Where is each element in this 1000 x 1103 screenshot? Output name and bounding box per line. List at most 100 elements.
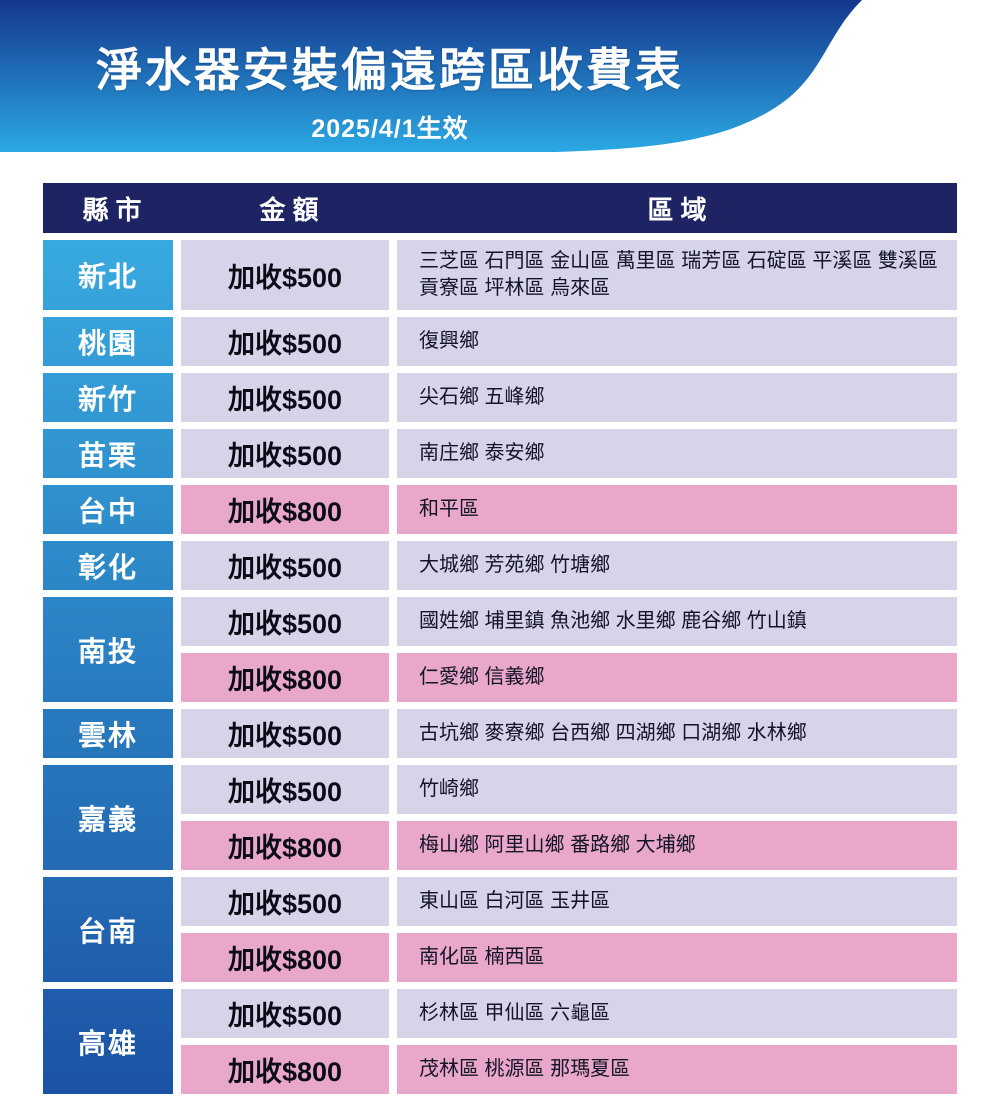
county-entries: 加收$500 尖石鄉 五峰鄉	[181, 373, 957, 422]
county-cell: 新竹	[43, 373, 173, 422]
county-cell: 南投	[43, 597, 173, 702]
county-entries: 加收$800 和平區	[181, 485, 957, 534]
county-cell: 台南	[43, 877, 173, 982]
county-entries: 加收$500 杉林區 甲仙區 六龜區 加收$800 茂林區 桃源區 那瑪夏區	[181, 989, 957, 1094]
fee-entry-row: 加收$500 國姓鄉 埔里鎮 魚池鄉 水里鄉 鹿谷鄉 竹山鎮	[181, 597, 957, 646]
county-entries: 加收$500 東山區 白河區 玉井區 加收$800 南化區 楠西區	[181, 877, 957, 982]
effective-date: 2025/4/1生效	[311, 115, 469, 143]
county-entries: 加收$500 竹崎鄉 加收$800 梅山鄉 阿里山鄉 番路鄉 大埔鄉	[181, 765, 957, 870]
amount-cell: 加收$800	[181, 821, 389, 870]
county-label: 台中	[77, 495, 138, 527]
amount-cell: 加收$500	[181, 765, 389, 814]
region-cell: 復興鄉	[397, 317, 957, 366]
fee-entry-row: 加收$800 南化區 楠西區	[181, 933, 957, 982]
county-label: 新北	[77, 261, 138, 292]
table-row: 南投 加收$500 國姓鄉 埔里鎮 魚池鄉 水里鄉 鹿谷鄉 竹山鎮 加收$800 仁愛…	[43, 597, 957, 702]
fee-entry-row: 加收$500 南庄鄉 泰安鄉	[181, 429, 957, 478]
amount-cell: 加收$500	[181, 877, 389, 926]
region-cell: 南化區 楠西區	[397, 933, 957, 982]
county-label: 南投	[77, 635, 138, 667]
fee-table: 縣市 金額 區域 新北 加收$500 三芝區 石門區 金山區 萬里區 瑞芳區 石碇…	[43, 183, 957, 1094]
column-header-county: 縣市	[82, 194, 149, 225]
fee-entry-row: 加收$500 尖石鄉 五峰鄉	[181, 373, 957, 422]
fee-entry-row: 加收$500 三芝區 石門區 金山區 萬里區 瑞芳區 石碇區 平溪區 雙溪區 貢寮…	[181, 240, 957, 310]
table-row: 高雄 加收$500 杉林區 甲仙區 六龜區 加收$800 茂林區 桃源區 那瑪夏區	[43, 989, 957, 1094]
fee-entry-row: 加收$800 仁愛鄉 信義鄉	[181, 653, 957, 702]
table-row: 新竹 加收$500 尖石鄉 五峰鄉	[43, 373, 957, 422]
region-cell: 杉林區 甲仙區 六龜區	[397, 989, 957, 1038]
amount-cell: 加收$800	[181, 933, 389, 982]
table-row: 彰化 加收$500 大城鄉 芳苑鄉 竹塘鄉	[43, 541, 957, 590]
table-row: 嘉義 加收$500 竹崎鄉 加收$800 梅山鄉 阿里山鄉 番路鄉 大埔鄉	[43, 765, 957, 870]
table-row: 新北 加收$500 三芝區 石門區 金山區 萬里區 瑞芳區 石碇區 平溪區 雙溪區…	[43, 240, 957, 310]
table-body: 新北 加收$500 三芝區 石門區 金山區 萬里區 瑞芳區 石碇區 平溪區 雙溪區…	[43, 240, 957, 1094]
fee-entry-row: 加收$500 杉林區 甲仙區 六龜區	[181, 989, 957, 1038]
fee-entry-row: 加收$500 竹崎鄉	[181, 765, 957, 814]
county-cell: 台中	[43, 485, 173, 534]
county-entries: 加收$500 南庄鄉 泰安鄉	[181, 429, 957, 478]
region-cell: 大城鄉 芳苑鄉 竹塘鄉	[397, 541, 957, 590]
fee-entry-row: 加收$800 茂林區 桃源區 那瑪夏區	[181, 1045, 957, 1094]
fee-entry-row: 加收$500 東山區 白河區 玉井區	[181, 877, 957, 926]
page-header: 淨水器安裝偏遠跨區收費表 2025/4/1生效	[0, 0, 1000, 155]
county-cell: 苗栗	[43, 429, 173, 478]
county-label: 嘉義	[77, 803, 138, 835]
region-cell: 梅山鄉 阿里山鄉 番路鄉 大埔鄉	[397, 821, 957, 870]
column-header-region: 區域	[647, 194, 714, 225]
fee-entry-row: 加收$500 復興鄉	[181, 317, 957, 366]
county-entries: 加收$500 大城鄉 芳苑鄉 竹塘鄉	[181, 541, 957, 590]
page-title: 淨水器安裝偏遠跨區收費表	[96, 44, 684, 96]
region-cell: 國姓鄉 埔里鎮 魚池鄉 水里鄉 鹿谷鄉 竹山鎮	[397, 597, 957, 646]
table-row: 台南 加收$500 東山區 白河區 玉井區 加收$800 南化區 楠西區	[43, 877, 957, 982]
fee-entry-row: 加收$800 和平區	[181, 485, 957, 534]
table-header-row: 縣市 金額 區域	[43, 183, 957, 233]
fee-entry-row: 加收$500 古坑鄉 麥寮鄉 台西鄉 四湖鄉 口湖鄉 水林鄉	[181, 709, 957, 758]
amount-cell: 加收$500	[181, 597, 389, 646]
header-wave-background	[0, 0, 862, 152]
county-label: 高雄	[77, 1027, 138, 1059]
table-row: 雲林 加收$500 古坑鄉 麥寮鄉 台西鄉 四湖鄉 口湖鄉 水林鄉	[43, 709, 957, 758]
region-cell: 古坑鄉 麥寮鄉 台西鄉 四湖鄉 口湖鄉 水林鄉	[397, 709, 957, 758]
county-label: 桃園	[77, 327, 138, 359]
amount-cell: 加收$500	[181, 429, 389, 478]
county-entries: 加收$500 三芝區 石門區 金山區 萬里區 瑞芳區 石碇區 平溪區 雙溪區 貢寮…	[181, 240, 957, 310]
region-cell: 南庄鄉 泰安鄉	[397, 429, 957, 478]
county-entries: 加收$500 國姓鄉 埔里鎮 魚池鄉 水里鄉 鹿谷鄉 竹山鎮 加收$800 仁愛鄉 信…	[181, 597, 957, 702]
county-entries: 加收$500 古坑鄉 麥寮鄉 台西鄉 四湖鄉 口湖鄉 水林鄉	[181, 709, 957, 758]
county-cell: 桃園	[43, 317, 173, 366]
county-label: 苗栗	[77, 439, 138, 471]
region-cell: 竹崎鄉	[397, 765, 957, 814]
amount-cell: 加收$500	[181, 373, 389, 422]
county-entries: 加收$500 復興鄉	[181, 317, 957, 366]
table-row: 苗栗 加收$500 南庄鄉 泰安鄉	[43, 429, 957, 478]
county-label: 彰化	[77, 551, 138, 583]
amount-cell: 加收$500	[181, 709, 389, 758]
amount-cell: 加收$800	[181, 1045, 389, 1094]
fee-entry-row: 加收$500 大城鄉 芳苑鄉 竹塘鄉	[181, 541, 957, 590]
table-row: 台中 加收$800 和平區	[43, 485, 957, 534]
county-cell: 高雄	[43, 989, 173, 1094]
amount-cell: 加收$500	[181, 989, 389, 1038]
column-header-amount: 金額	[259, 194, 326, 225]
county-cell: 嘉義	[43, 765, 173, 870]
header-content: 淨水器安裝偏遠跨區收費表 2025/4/1生效	[0, 0, 780, 155]
region-cell: 尖石鄉 五峰鄉	[397, 373, 957, 422]
amount-cell: 加收$500	[181, 240, 389, 310]
county-cell: 新北	[43, 240, 173, 310]
region-cell: 和平區	[397, 485, 957, 534]
county-label: 雲林	[77, 719, 138, 751]
county-cell: 彰化	[43, 541, 173, 590]
amount-cell: 加收$800	[181, 653, 389, 702]
county-cell: 雲林	[43, 709, 173, 758]
amount-cell: 加收$500	[181, 317, 389, 366]
fee-entry-row: 加收$800 梅山鄉 阿里山鄉 番路鄉 大埔鄉	[181, 821, 957, 870]
amount-cell: 加收$800	[181, 485, 389, 534]
county-label: 新竹	[77, 383, 138, 415]
county-label: 台南	[77, 915, 138, 947]
region-cell: 茂林區 桃源區 那瑪夏區	[397, 1045, 957, 1094]
region-cell: 三芝區 石門區 金山區 萬里區 瑞芳區 石碇區 平溪區 雙溪區 貢寮區 坪林區 …	[397, 240, 957, 310]
region-cell: 仁愛鄉 信義鄉	[397, 653, 957, 702]
table-row: 桃園 加收$500 復興鄉	[43, 317, 957, 366]
region-cell: 東山區 白河區 玉井區	[397, 877, 957, 926]
